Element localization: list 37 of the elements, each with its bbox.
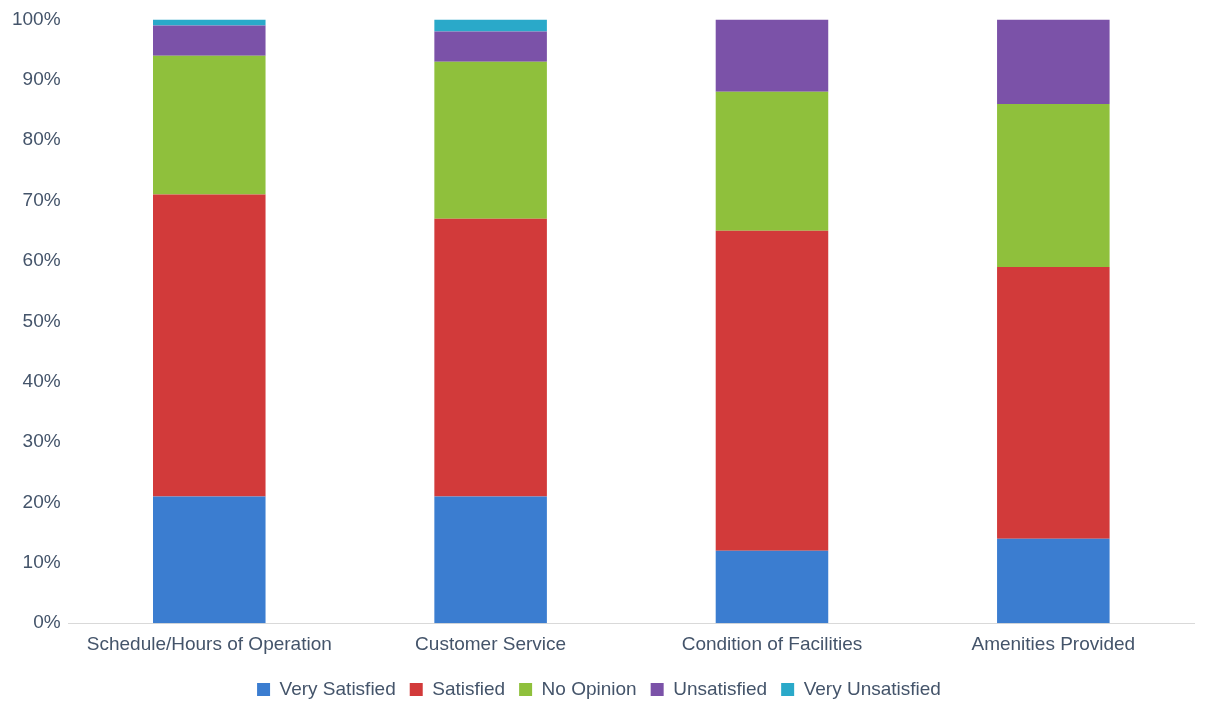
bar	[715, 550, 829, 624]
y-tick-label: 50%	[22, 309, 61, 331]
y-tick-label: 0%	[33, 611, 61, 633]
y-tick-label: 20%	[22, 490, 61, 512]
y-tick-label: 70%	[22, 188, 61, 210]
bar	[715, 230, 829, 551]
y-tick-label: 40%	[22, 369, 61, 391]
bar	[153, 194, 266, 497]
y-tick-label: 90%	[22, 68, 61, 90]
y-tick-label: 30%	[22, 430, 61, 452]
y-tick-label: 60%	[22, 249, 61, 271]
legend-label: Very Satisfied	[279, 677, 396, 699]
bar	[715, 91, 829, 231]
x-tick-label: Condition of Facilities	[681, 632, 863, 654]
y-tick-label: 80%	[22, 128, 61, 150]
x-tick-label: Amenities Provided	[971, 632, 1136, 654]
x-tick-label: Schedule/Hours of Operation	[86, 632, 332, 654]
legend-label: Unsatisfied	[673, 677, 768, 699]
x-tick-label: Customer Service	[415, 632, 567, 654]
legend-label: No Opinion	[541, 677, 637, 699]
y-tick-label: 100%	[11, 7, 61, 29]
bar	[997, 538, 1110, 624]
bar	[153, 496, 266, 624]
bar	[434, 218, 547, 497]
bar	[153, 25, 266, 56]
y-tick-label: 10%	[22, 551, 61, 573]
bar	[434, 496, 547, 624]
bar	[997, 19, 1110, 104]
bar	[715, 19, 829, 92]
bar	[153, 55, 266, 195]
bar	[434, 31, 547, 62]
bar	[997, 266, 1110, 539]
bar	[434, 19, 547, 32]
legend-label: Satisfied	[432, 677, 506, 699]
legend-label: Very Unsatisfied	[803, 677, 941, 699]
bar	[997, 103, 1110, 267]
bar	[434, 61, 547, 219]
